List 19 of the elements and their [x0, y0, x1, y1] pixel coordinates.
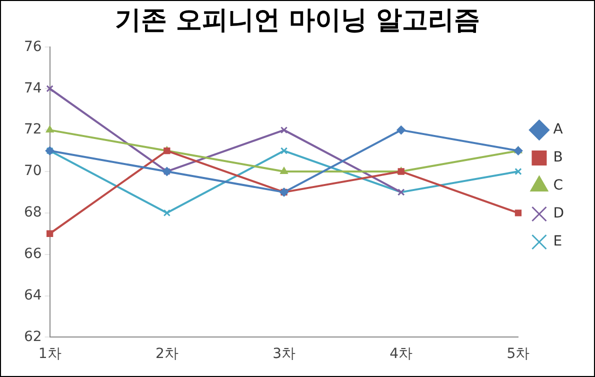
y-tick-label: 64 [24, 287, 42, 304]
y-tick-label: 76 [24, 38, 42, 55]
x-tick-label: 4차 [390, 346, 413, 362]
y-tick-label: 68 [24, 204, 42, 221]
y-tick-label: 62 [24, 328, 42, 345]
y-tick-label: 72 [24, 122, 42, 138]
legend-label: B [553, 150, 563, 166]
chart-title: 기존 오피니언 마이닝 알고리즘 [114, 5, 480, 36]
legend-label: E [553, 234, 562, 250]
legend-label: A [553, 122, 564, 138]
x-tick-label: 3차 [272, 346, 296, 362]
legend-label: C [553, 178, 564, 194]
legend-label: D [553, 206, 564, 222]
x-tick-label: 5차 [506, 346, 530, 362]
x-tick-label: 1차 [38, 346, 62, 362]
y-tick-label: 74 [24, 80, 42, 96]
y-tick-label: 66 [24, 246, 42, 262]
x-tick-label: 2차 [155, 346, 178, 362]
y-tick-label: 70 [24, 163, 42, 180]
